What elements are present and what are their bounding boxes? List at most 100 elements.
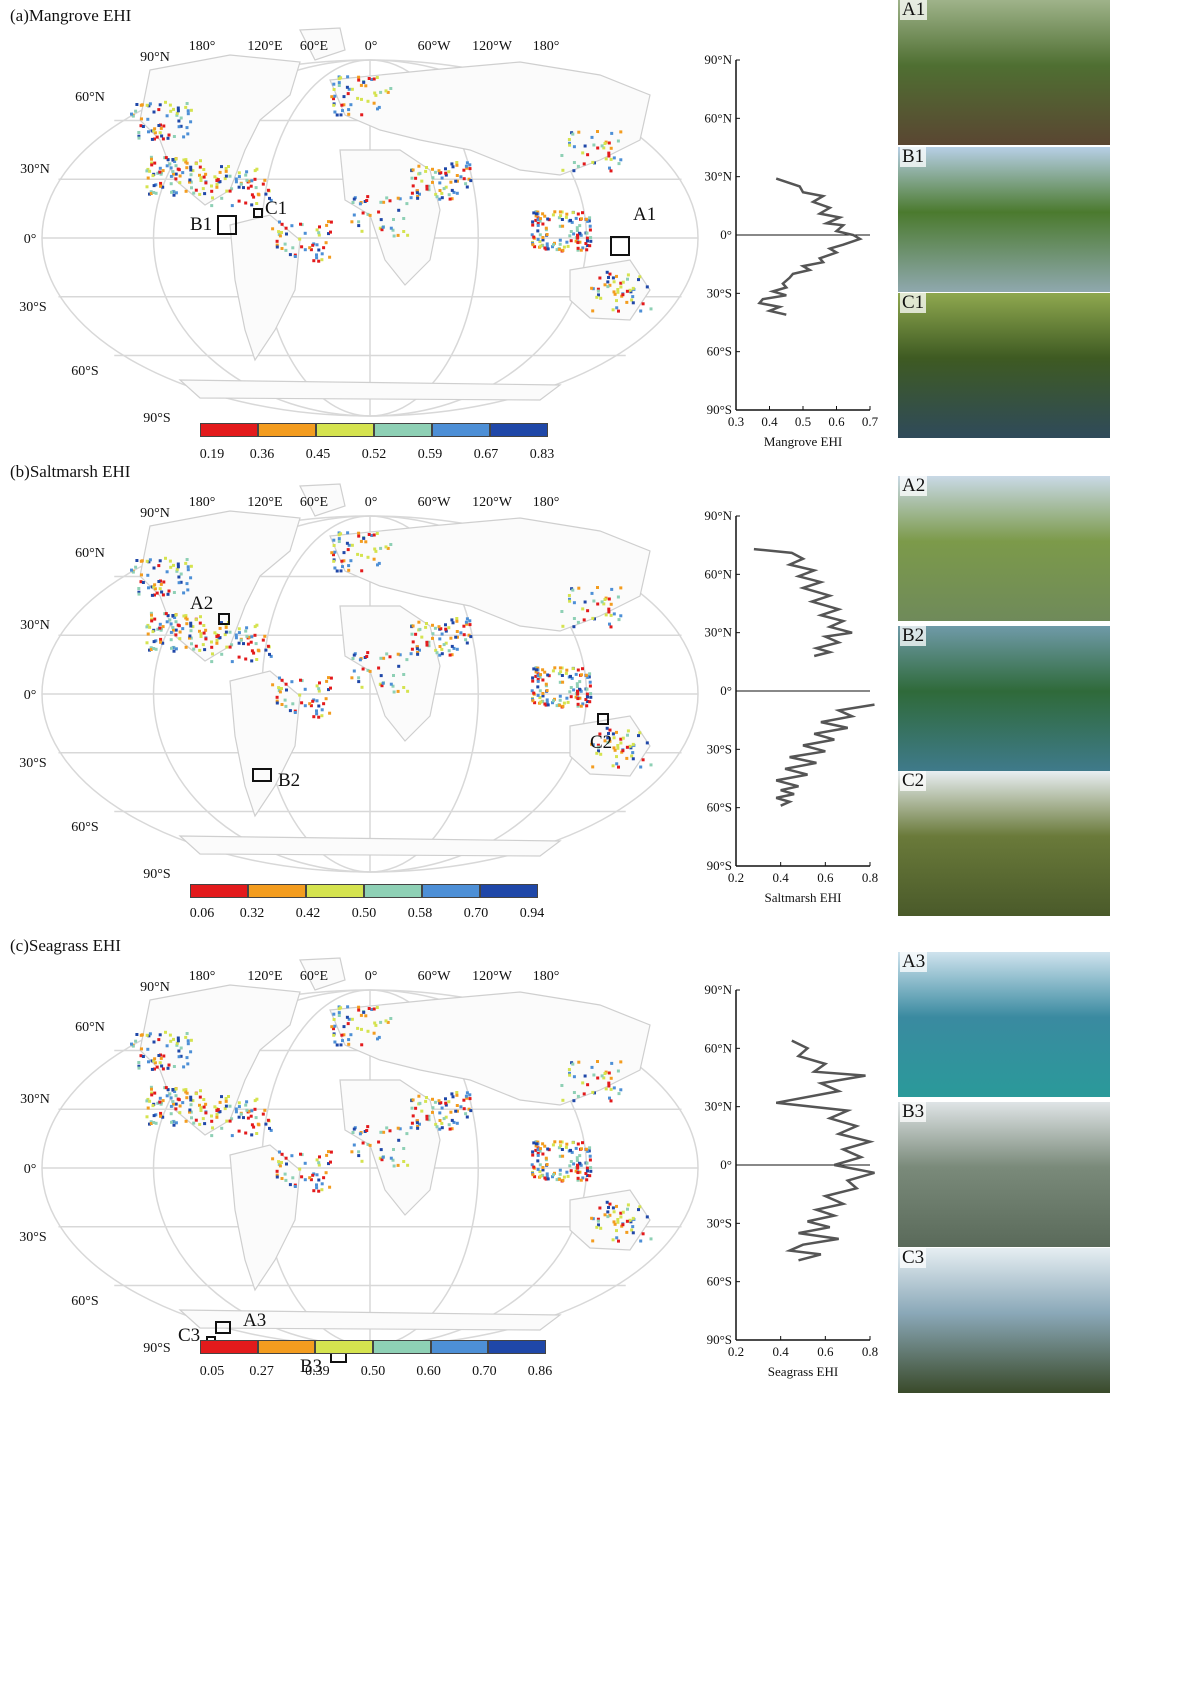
colorbar-segment (200, 1340, 258, 1354)
colorbar-segment (257, 1340, 316, 1354)
y-tick-label: 60°S (707, 800, 732, 815)
colorbar-segment (306, 884, 364, 898)
latitude-label: 90°N (140, 50, 170, 65)
saltmarsh-river-photo: C2 (898, 771, 1110, 916)
y-tick-label: 0° (720, 227, 732, 242)
land-outline (139, 957, 651, 1331)
colorbar-tick-label: 0.19 (199, 447, 225, 462)
longitude-label: 60°E (300, 39, 328, 54)
y-tick-label: 30°N (704, 1099, 732, 1114)
longitude-label: 120°W (472, 39, 513, 54)
longitude-label: 120°E (247, 969, 282, 984)
y-tick-label: 90°S (707, 402, 732, 417)
y-tick-label: 60°N (704, 1040, 732, 1055)
latitude-label: 90°S (143, 867, 170, 882)
land-outline (139, 483, 651, 857)
box-a2 (218, 613, 230, 625)
colorbar-segment (430, 1340, 489, 1354)
photo-label: C1 (900, 293, 927, 313)
photo-label: B1 (900, 147, 927, 167)
longitude-label: 60°E (300, 495, 328, 510)
longitude-label: 60°W (418, 969, 452, 984)
colorbar-segment (190, 884, 248, 898)
box-a3-label: A3 (243, 1310, 266, 1331)
latitudinal-profile-saltmarsh: 90°N 60°N 30°N 0° 30°S 60°S 90°S0.2 0.4 0.6 0.8 Sa… (704, 508, 878, 905)
mangrove-channel-photo: C1 (898, 293, 1110, 438)
colorbar-segment (248, 884, 306, 898)
colorbar-tick-label: 0.50 (360, 1364, 386, 1379)
latitude-label: 60°N (75, 546, 105, 561)
land-outline (139, 27, 651, 401)
y-tick-label: 60°N (704, 566, 732, 581)
seagrass-coast-photo: A3 (898, 952, 1110, 1097)
world-map-mangrove: 180° 120°E 60°E 0° 60°W 120°W 180° 90°N 60°N 30°N… (19, 27, 699, 426)
colorbar-segment (432, 423, 490, 437)
colorbar-tick-label: 0.86 (527, 1364, 553, 1379)
mangrove-shore-photo: B1 (898, 147, 1110, 292)
ehi-profile-line (753, 547, 853, 658)
x-tick-label: 0.6 (817, 870, 834, 885)
colorbar-tick-label: 0.39 (305, 1364, 330, 1379)
latitude-label: 60°S (71, 1294, 98, 1309)
colorbar-tick-label: 0.70 (472, 1364, 497, 1379)
y-tick-label: 30°N (704, 169, 732, 184)
longitude-label: 120°W (472, 495, 513, 510)
colorbar-segment (316, 423, 374, 437)
colorbar-tick-label: 0.42 (295, 906, 321, 921)
saltmarsh-creek-photo: A2 (898, 476, 1110, 621)
colorbar-segment (373, 1340, 431, 1354)
coastal-ehi-pixels (130, 75, 653, 313)
y-tick-label: 30°S (707, 741, 732, 756)
latitude-label: 90°S (143, 1341, 170, 1356)
latitude-label: 30°S (19, 1230, 46, 1245)
latitude-label: 60°N (75, 1020, 105, 1035)
longitude-label: 120°E (247, 495, 282, 510)
box-c2 (597, 713, 609, 725)
latitude-label: 90°N (140, 506, 170, 521)
latitudinal-profile-mangrove: 90°N 60°N 30°N 0° 30°S 60°S 90°S0.3 0.4 0.5 0.6 0.… (704, 52, 878, 449)
colorbar-segment (422, 884, 480, 898)
colorbar-tick-label: 0.32 (239, 906, 265, 921)
x-axis-label: Seagrass EHI (768, 1364, 838, 1379)
box-b3-label: B3 (300, 1356, 322, 1377)
colorbar-tick-label: 0.58 (407, 906, 433, 921)
photo-label: B2 (900, 626, 927, 646)
latitude-label: 60°S (71, 364, 98, 379)
box-b2 (252, 768, 272, 782)
latitude-label: 60°N (75, 90, 105, 105)
x-tick-label: 0.2 (728, 870, 744, 885)
colorbar-segment (315, 1340, 373, 1354)
ehi-profile-line (757, 177, 863, 316)
longitude-label: 180° (189, 39, 216, 54)
panel-title: (c)Seagrass EHI (10, 936, 121, 955)
y-tick-label: 0° (720, 683, 732, 698)
box-c2-label: C2 (590, 732, 612, 753)
colorbar-tick-label: 0.50 (351, 906, 377, 921)
y-tick-label: 90°N (704, 508, 732, 523)
colorbar-tick-label: 0.45 (305, 447, 331, 462)
y-tick-label: 30°N (704, 625, 732, 640)
y-tick-label: 60°N (704, 110, 732, 125)
longitude-label: 120°E (247, 39, 282, 54)
ehi-profile-line (775, 1039, 875, 1262)
x-tick-label: 0.8 (862, 1344, 878, 1359)
colorbar-tick-label: 0.36 (249, 447, 275, 462)
colorbar-segment (480, 884, 538, 898)
x-tick-label: 0.5 (795, 414, 811, 429)
longitude-label: 60°W (418, 495, 452, 510)
latitude-label: 90°N (140, 980, 170, 995)
box-b1-label: B1 (190, 214, 212, 235)
mangrove-roots-photo: A1 (898, 0, 1110, 145)
colorbar-segment (374, 423, 432, 437)
colorbar-tick-label: 0.67 (473, 447, 499, 462)
longitude-label: 60°W (418, 39, 452, 54)
longitude-label: 180° (189, 495, 216, 510)
photo-label: A1 (900, 0, 928, 20)
panel-title: (b)Saltmarsh EHI (10, 462, 131, 481)
colorbar-segment (490, 423, 548, 437)
box-a1-label: A1 (633, 204, 656, 225)
y-tick-label: 90°S (707, 1332, 732, 1347)
x-tick-label: 0.4 (773, 870, 790, 885)
x-tick-label: 0.6 (828, 414, 845, 429)
y-tick-label: 90°N (704, 982, 732, 997)
